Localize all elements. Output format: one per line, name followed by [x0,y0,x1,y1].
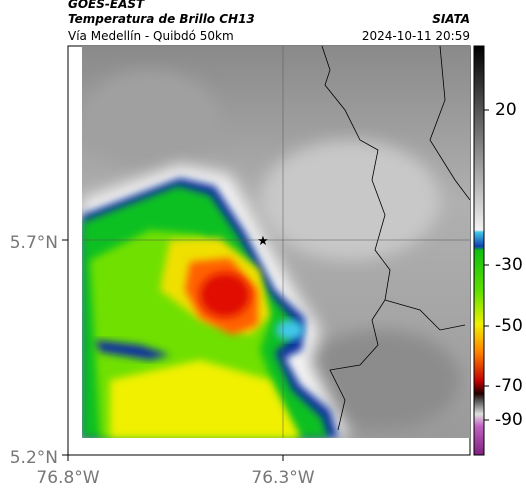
colorbar-tick-label: -90 [495,410,523,430]
source-name: SIATA [432,12,470,26]
colorbar-ticks: 20 -30 -50 -70 -90 [484,100,523,430]
satellite-image: ★ [82,46,470,438]
colorbar-tick-label: 20 [495,100,517,120]
colorbar-tick-label: -30 [495,255,523,275]
satellite-name: GOES-EAST [68,0,145,11]
colorbar [473,45,485,456]
timestamp: 2024-10-11 20:59 [361,29,470,43]
colorbar-tick-label: -50 [495,316,523,336]
product-name: Temperatura de Brillo CH13 [68,12,255,26]
route-label: Vía Medellín - Quibdó 50km [68,29,234,43]
lat-label: 5.7°N [10,233,58,253]
svg-text:★: ★ [257,234,269,249]
lon-label: 76.8°W [36,468,99,488]
lon-label: 76.3°W [251,468,314,488]
colorbar-tick-label: -70 [495,376,523,396]
lat-label: 5.2°N [10,448,58,468]
